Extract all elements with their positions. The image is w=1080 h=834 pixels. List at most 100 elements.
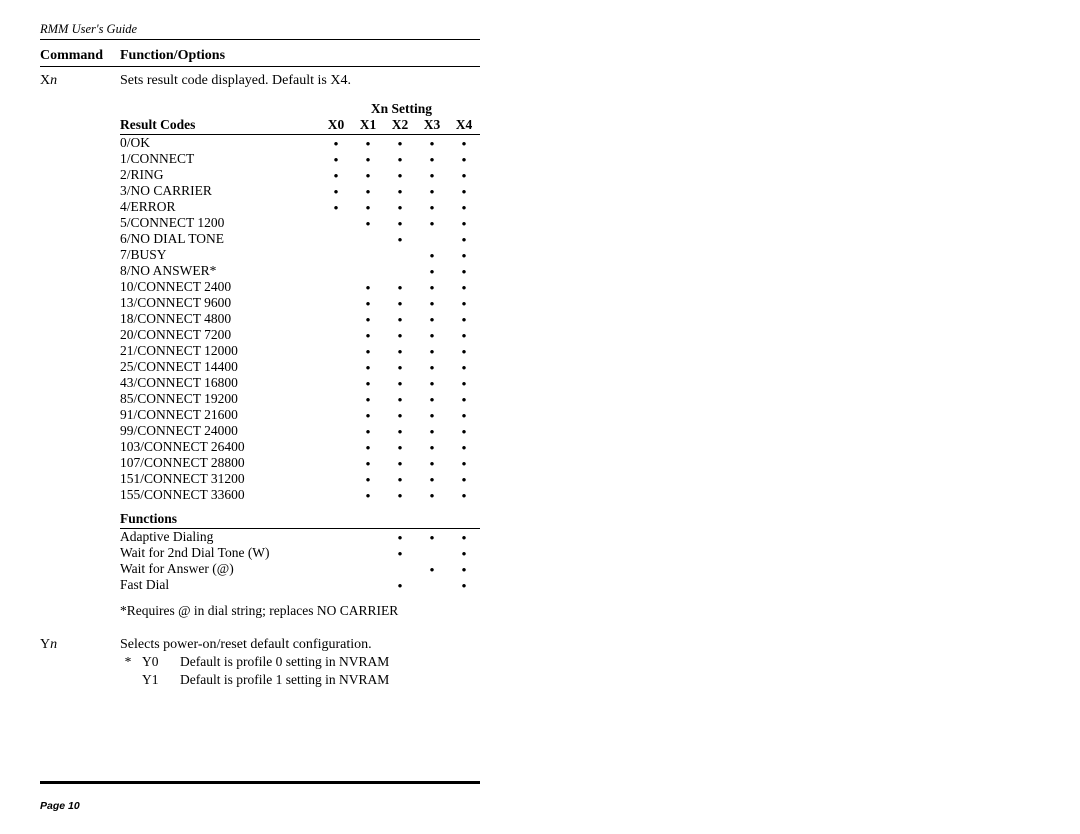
row-cell: • xyxy=(384,167,416,183)
row-cell: • xyxy=(384,135,416,151)
row-label: Wait for 2nd Dial Tone (W) xyxy=(120,545,320,561)
row-cell: • xyxy=(416,279,448,295)
row-label: 10/CONNECT 2400 xyxy=(120,279,320,295)
dot-icon: • xyxy=(365,299,370,311)
xn-setting-head: Xn Setting xyxy=(120,101,480,117)
row-cell: • xyxy=(448,327,480,343)
row-label: 43/CONNECT 16800 xyxy=(120,375,320,391)
xn-description: Sets result code displayed. Default is X… xyxy=(120,73,480,89)
functions-head: Functions xyxy=(120,511,480,529)
row-cell xyxy=(320,391,352,407)
row-label: 1/CONNECT xyxy=(120,151,320,167)
row-label: 3/NO CARRIER xyxy=(120,183,320,199)
row-cell: • xyxy=(384,487,416,503)
row-cell: • xyxy=(448,577,480,593)
row-cell: • xyxy=(384,311,416,327)
row-cell: • xyxy=(320,183,352,199)
row-cell xyxy=(352,577,384,593)
table-row: 18/CONNECT 4800•••• xyxy=(120,311,480,327)
dot-icon: • xyxy=(429,347,434,359)
table-row: Wait for 2nd Dial Tone (W)•• xyxy=(120,545,480,561)
dot-icon: • xyxy=(461,331,466,343)
row-cell xyxy=(320,343,352,359)
table-row: 13/CONNECT 9600•••• xyxy=(120,295,480,311)
dot-icon: • xyxy=(397,235,402,247)
row-cell: • xyxy=(416,263,448,279)
table-row: 85/CONNECT 19200•••• xyxy=(120,391,480,407)
dot-icon: • xyxy=(365,203,370,215)
row-label: Adaptive Dialing xyxy=(120,529,320,545)
row-cell: • xyxy=(352,199,384,215)
dot-icon: • xyxy=(429,491,434,503)
row-label: 8/NO ANSWER* xyxy=(120,263,320,279)
row-cell xyxy=(320,439,352,455)
dot-icon: • xyxy=(397,379,402,391)
row-cell: • xyxy=(384,295,416,311)
row-cell xyxy=(320,359,352,375)
dot-icon: • xyxy=(397,299,402,311)
yn-option-star: * xyxy=(120,653,136,671)
dot-icon: • xyxy=(365,491,370,503)
row-cell xyxy=(320,471,352,487)
dot-icon: • xyxy=(429,395,434,407)
row-cell: • xyxy=(448,183,480,199)
row-cell: • xyxy=(448,247,480,263)
dot-icon: • xyxy=(461,443,466,455)
row-cell: • xyxy=(448,151,480,167)
row-cell: • xyxy=(352,167,384,183)
dot-icon: • xyxy=(333,187,338,199)
dot-icon: • xyxy=(461,171,466,183)
dot-icon: • xyxy=(397,331,402,343)
dot-icon: • xyxy=(365,347,370,359)
dot-icon: • xyxy=(429,251,434,263)
row-cell xyxy=(320,577,352,593)
cmd-var-yn: n xyxy=(50,637,57,652)
row-cell xyxy=(320,327,352,343)
row-label: 13/CONNECT 9600 xyxy=(120,295,320,311)
dot-icon: • xyxy=(333,171,338,183)
table-row: 99/CONNECT 24000•••• xyxy=(120,423,480,439)
row-cell: • xyxy=(384,231,416,247)
row-cell: • xyxy=(416,247,448,263)
row-cell: • xyxy=(352,215,384,231)
dot-icon: • xyxy=(397,139,402,151)
row-cell: • xyxy=(416,215,448,231)
row-cell xyxy=(352,545,384,561)
row-label: 103/CONNECT 26400 xyxy=(120,439,320,455)
dot-icon: • xyxy=(397,411,402,423)
row-label: 18/CONNECT 4800 xyxy=(120,311,320,327)
dot-icon: • xyxy=(461,363,466,375)
row-cell: • xyxy=(448,231,480,247)
row-cell: • xyxy=(384,391,416,407)
dot-icon: • xyxy=(397,475,402,487)
dot-icon: • xyxy=(461,549,466,561)
dot-icon: • xyxy=(365,219,370,231)
row-cell: • xyxy=(320,199,352,215)
row-cell: • xyxy=(416,391,448,407)
head-rule xyxy=(40,39,480,40)
dot-icon: • xyxy=(365,331,370,343)
row-cell: • xyxy=(448,199,480,215)
dot-icon: • xyxy=(461,533,466,545)
yn-option: *Y0Default is profile 0 setting in NVRAM xyxy=(120,653,480,671)
dot-icon: • xyxy=(461,187,466,199)
row-cell xyxy=(416,231,448,247)
row-cell: • xyxy=(448,215,480,231)
dot-icon: • xyxy=(429,187,434,199)
dot-icon: • xyxy=(461,347,466,359)
row-cell: • xyxy=(384,359,416,375)
dot-icon: • xyxy=(397,155,402,167)
dot-icon: • xyxy=(461,459,466,471)
row-cell xyxy=(320,263,352,279)
row-cell: • xyxy=(416,295,448,311)
row-cell: • xyxy=(416,375,448,391)
content-column: RMM User's Guide Command Function/Option… xyxy=(40,22,480,689)
table-row: 6/NO DIAL TONE•• xyxy=(120,231,480,247)
cmd-body-xn: Sets result code displayed. Default is X… xyxy=(120,73,480,619)
dot-icon: • xyxy=(461,491,466,503)
row-cell: • xyxy=(448,487,480,503)
dot-icon: • xyxy=(397,533,402,545)
page-number: Page 10 xyxy=(40,800,80,812)
table-row: 2/RING••••• xyxy=(120,167,480,183)
row-label: 151/CONNECT 31200 xyxy=(120,471,320,487)
